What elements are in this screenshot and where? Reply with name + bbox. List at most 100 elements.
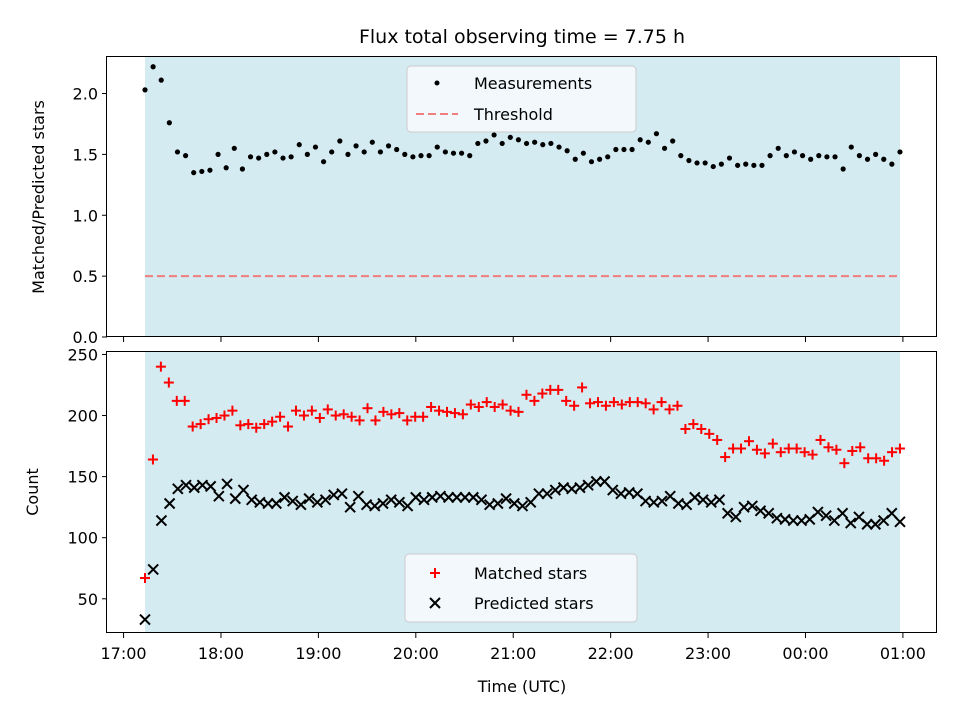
matched-star-point — [147, 454, 158, 465]
matched-star-point — [759, 448, 770, 459]
predicted-star-point — [188, 481, 200, 494]
measurement-point — [726, 155, 733, 161]
measurement-point — [475, 140, 481, 147]
matched-star-point — [338, 409, 349, 420]
measurement-point — [613, 146, 619, 153]
matched-star-point — [505, 405, 516, 416]
matched-star-point — [521, 389, 532, 400]
matched-star-point — [879, 455, 890, 466]
predicted-star-point — [754, 505, 767, 517]
measurement-point — [247, 154, 254, 160]
predicted-star-point — [336, 488, 348, 500]
measurement-point — [548, 140, 554, 147]
measurement-point — [369, 139, 375, 145]
matched-star-point — [672, 400, 683, 411]
matched-star-point — [823, 442, 834, 453]
matched-star-point — [664, 404, 675, 415]
count-panel-frame — [106, 351, 937, 633]
matched-star-point — [402, 415, 413, 426]
measurement-point — [556, 144, 562, 150]
matched-star-point — [616, 399, 627, 410]
measurement-point — [142, 87, 148, 93]
matched-star-point — [577, 382, 588, 393]
measurement-point — [329, 149, 335, 155]
predicted-star-point — [500, 492, 512, 505]
measurement-point — [694, 160, 700, 166]
predicted-star-point — [172, 483, 184, 495]
ratio-y-tick-label: 1.0 — [73, 206, 98, 225]
measurement-point — [491, 132, 497, 138]
count-y-tick-label: 200 — [67, 407, 98, 426]
predicted-star-point — [607, 484, 619, 496]
matched-star-point — [306, 405, 317, 416]
matched-star-point — [831, 444, 842, 455]
matched-star-point — [799, 447, 810, 458]
matched-star-point — [378, 406, 389, 417]
matched-star-point — [211, 412, 222, 423]
matched-star-point — [203, 414, 214, 425]
count-y-axis-label: Count — [23, 468, 42, 516]
measurement-point — [661, 145, 668, 151]
measurement-point — [515, 137, 522, 143]
measurement-point — [174, 149, 181, 155]
predicted-star-point — [204, 480, 217, 493]
matched-star-point — [743, 436, 754, 447]
measurement-point — [426, 153, 432, 159]
count-y-tick-label: 250 — [67, 345, 98, 364]
matched-star-point — [330, 410, 341, 421]
measurement-point — [710, 163, 716, 170]
measurement-point — [840, 166, 846, 172]
matched-star-point — [227, 405, 238, 416]
matched-star-point — [235, 420, 246, 431]
count-y-axis: 50 100 150 200 250 — [67, 345, 107, 609]
legend-matched-marker — [430, 568, 440, 578]
measurement-point — [215, 151, 221, 157]
predicted-star-point — [492, 497, 504, 510]
matched-star-point — [314, 412, 325, 423]
ratio-y-axis-label: Matched/Predicted stars — [29, 100, 48, 294]
legend-threshold-label: Threshold — [473, 105, 553, 124]
measurement-point — [450, 150, 457, 156]
matched-star-point — [179, 395, 190, 406]
measurement-point — [239, 166, 246, 172]
measurement-point — [377, 149, 384, 155]
measurement-point — [280, 155, 286, 161]
predicted-star-point — [295, 499, 307, 511]
matched-star-point — [815, 434, 826, 445]
matched-star-point — [847, 445, 858, 456]
matched-star-point — [767, 438, 778, 449]
measurement-point — [304, 151, 310, 157]
measurement-point — [759, 162, 765, 168]
measurement-point — [686, 157, 692, 164]
measurement-point — [418, 153, 424, 159]
x-tick-label: 18:00 — [198, 644, 244, 663]
matched-star-point — [187, 421, 198, 432]
matched-star-point — [704, 428, 715, 439]
measurement-point — [402, 151, 408, 157]
measurement-point — [783, 153, 789, 159]
count-y-tick-label: 100 — [67, 529, 98, 548]
matched-star-point — [449, 408, 460, 419]
measurement-point — [442, 149, 448, 155]
predicted-star-point — [549, 484, 562, 496]
measurement-point — [207, 167, 213, 173]
x-axis-label: Time (UTC) — [477, 677, 566, 696]
predicted-star-point — [845, 517, 857, 529]
ratio-x-axis-ticks — [123, 337, 904, 342]
measurement-point — [799, 153, 806, 159]
matched-star-point — [592, 397, 603, 408]
legend-matched-label: Matched stars — [474, 564, 587, 583]
x-tick-label: 21:00 — [490, 644, 536, 663]
measurement-point — [361, 149, 367, 155]
predicted-star-point — [689, 491, 701, 504]
legend-measurements-marker — [434, 80, 440, 86]
predicted-star-point — [163, 497, 176, 510]
matched-star-point — [481, 397, 492, 408]
count-marks — [139, 361, 906, 626]
matched-star-point — [894, 443, 905, 454]
predicted-star-point — [459, 491, 471, 504]
matched-star-point — [290, 405, 301, 416]
ratio-panel-frame — [106, 56, 937, 337]
matched-star-point — [275, 411, 286, 422]
